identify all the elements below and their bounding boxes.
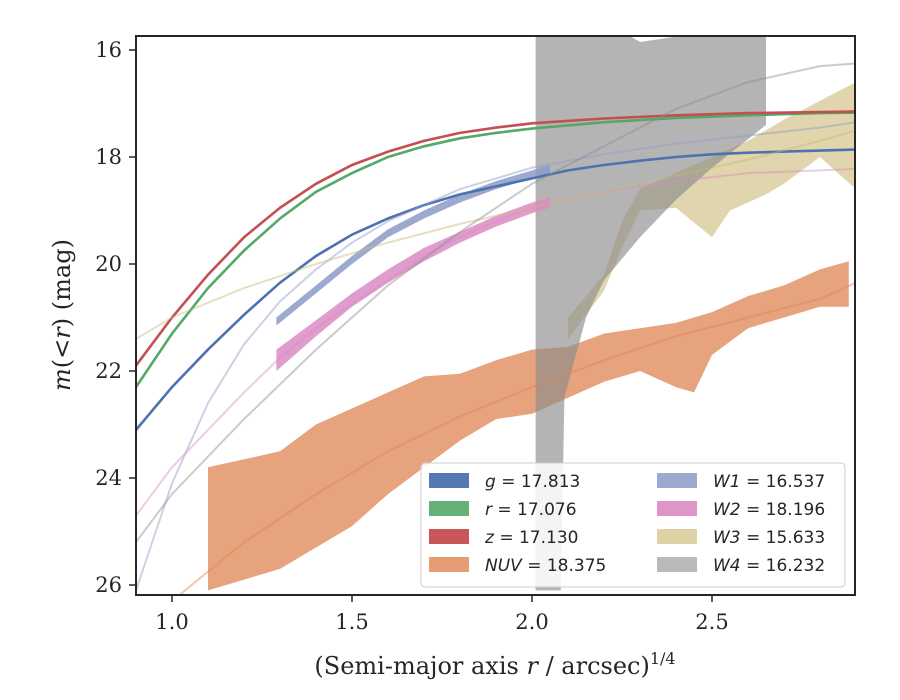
legend-entry-w4: W4 = 16.232 xyxy=(657,556,825,576)
band-w1 xyxy=(276,165,550,326)
curve-g xyxy=(136,148,855,431)
band-w2 xyxy=(276,197,550,371)
curve-w2 xyxy=(136,167,855,517)
model-curves xyxy=(136,62,855,595)
band-w4 xyxy=(535,36,766,591)
y-tick-label: 24 xyxy=(95,466,122,490)
x-axis-ticks: 1.0 1.5 2.0 2.5 xyxy=(155,595,729,634)
legend-swatch xyxy=(657,557,697,572)
legend-entry-z: z = 17.130 xyxy=(429,528,578,548)
legend-swatch xyxy=(429,557,469,572)
legend-entry-g: g = 17.813 xyxy=(429,472,580,492)
legend-label: W4 = 16.232 xyxy=(713,556,825,576)
legend-box xyxy=(420,462,846,588)
curve-nuv xyxy=(177,282,855,595)
y-tick-label: 16 xyxy=(95,38,122,62)
legend-entry-w2: W2 = 18.196 xyxy=(657,500,825,520)
legend: g = 17.813 r = 17.076 z = 17.130 NUV = 18.3… xyxy=(420,462,846,588)
y-axis-ticks: 16 18 20 22 24 26 xyxy=(95,38,136,597)
curve-z xyxy=(136,110,855,367)
legend-label: W2 = 18.196 xyxy=(713,500,825,520)
legend-label: z = 17.130 xyxy=(484,528,578,548)
legend-swatch xyxy=(429,529,469,544)
legend-swatch xyxy=(429,501,469,516)
legend-entry-w1: W1 = 16.537 xyxy=(657,472,825,492)
legend-swatch xyxy=(657,501,697,516)
legend-entry-r: r = 17.076 xyxy=(429,500,577,520)
x-axis-label: (Semi-major axis r / arcsec)1/4 xyxy=(314,649,675,680)
legend-swatch xyxy=(429,473,469,488)
x-tick-label: 1.0 xyxy=(155,610,188,634)
legend-label: NUV = 18.375 xyxy=(485,556,606,576)
y-tick-label: 20 xyxy=(95,252,122,276)
legend-label: W3 = 15.633 xyxy=(713,528,825,548)
band-nuv xyxy=(208,261,849,591)
curve-w3 xyxy=(136,129,855,340)
legend-entry-nuv: NUV = 18.375 xyxy=(429,556,606,576)
legend-label: W1 = 16.537 xyxy=(713,472,825,492)
curve-r xyxy=(136,111,855,388)
plot-frame xyxy=(135,35,856,596)
y-tick-label: 22 xyxy=(95,359,122,383)
curve-w1 xyxy=(136,121,855,591)
legend-label: g = 17.813 xyxy=(485,472,580,492)
legend-swatch xyxy=(657,473,697,488)
legend-swatch xyxy=(657,529,697,544)
x-tick-label: 2.0 xyxy=(515,610,548,634)
x-tick-label: 1.5 xyxy=(335,610,368,634)
y-tick-label: 18 xyxy=(95,145,122,169)
legend-label: r = 17.076 xyxy=(485,500,577,520)
x-tick-label: 2.5 xyxy=(695,610,728,634)
y-axis-label: m(<r) (mag) xyxy=(48,239,76,391)
y-tick-label: 26 xyxy=(95,573,122,597)
band-w3 xyxy=(568,82,855,339)
curve-w4 xyxy=(136,62,855,543)
legend-entry-w3: W3 = 15.633 xyxy=(657,528,825,548)
